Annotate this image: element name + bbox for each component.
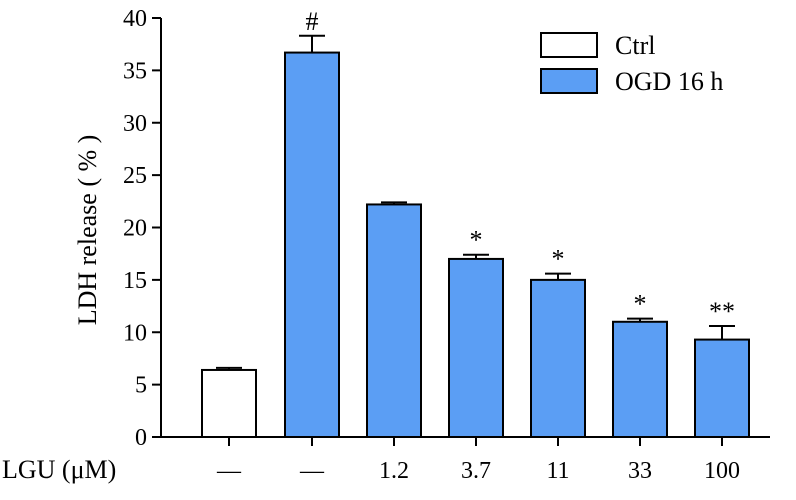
y-tick-label: 5 [135, 373, 147, 399]
x-axis: — — 1.2 3.7 11 33 100 [160, 436, 770, 484]
x-axis-title: LGU (μM) [2, 455, 116, 484]
bar [284, 51, 340, 438]
bar [366, 203, 422, 438]
x-tick-label: 11 [546, 458, 569, 484]
significance-marker: ** [709, 297, 735, 326]
bar [694, 338, 750, 438]
bars: #*** ** [201, 7, 750, 438]
bar [612, 320, 668, 438]
legend: Ctrl OGD 16 h [540, 31, 723, 96]
y-axis: 0 5 10 15 20 25 30 35 40 [123, 6, 162, 451]
legend-label: OGD 16 h [615, 67, 723, 96]
y-axis-title: LDH release ( % ) [73, 135, 102, 326]
significance-marker: * [552, 245, 565, 274]
bar [448, 257, 504, 438]
legend-swatch [540, 68, 598, 94]
y-tick-label: 40 [123, 6, 147, 32]
significance-marker: * [634, 290, 647, 319]
x-tick-label: 1.2 [379, 458, 409, 484]
y-tick-label: 0 [135, 425, 147, 451]
significance-marker: * [470, 226, 483, 255]
x-tick-label: — [216, 458, 242, 484]
y-tick-label: 15 [123, 268, 147, 294]
y-tick-label: 20 [123, 216, 147, 242]
y-tick-label: 25 [123, 163, 147, 189]
legend-swatch [540, 32, 598, 58]
significance-marker: # [306, 7, 319, 36]
bar [530, 278, 586, 438]
y-tick-label: 10 [123, 320, 147, 346]
legend-label: Ctrl [615, 31, 655, 60]
x-tick-label: 100 [704, 458, 740, 484]
y-tick-label: 30 [123, 111, 147, 137]
x-tick-label: — [299, 458, 325, 484]
x-tick-label: 33 [628, 458, 652, 484]
y-tick-label: 35 [123, 58, 147, 84]
x-tick-label: 3.7 [461, 458, 491, 484]
bar [201, 368, 257, 438]
